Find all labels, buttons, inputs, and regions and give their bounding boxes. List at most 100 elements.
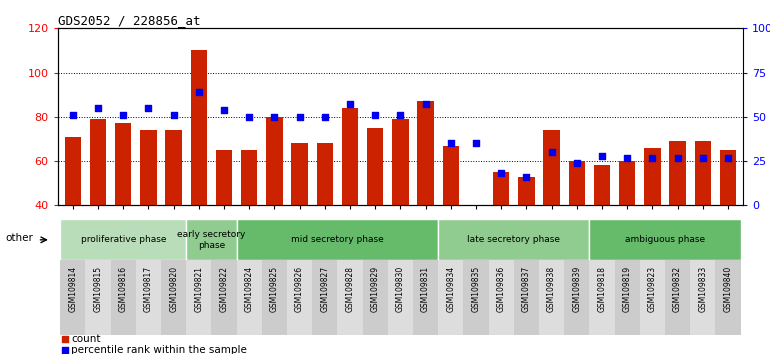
Bar <box>186 219 236 260</box>
Text: GSM109839: GSM109839 <box>572 266 581 312</box>
Point <box>293 114 306 120</box>
Text: GSM109835: GSM109835 <box>471 266 480 312</box>
Bar <box>640 260 665 335</box>
Text: mid secretory phase: mid secretory phase <box>291 235 383 244</box>
Bar <box>191 51 207 205</box>
Point <box>344 102 357 107</box>
Point <box>285 209 297 215</box>
Point <box>671 155 684 160</box>
Bar <box>161 260 186 335</box>
Bar <box>65 137 81 205</box>
Point <box>420 102 432 107</box>
Text: GSM109838: GSM109838 <box>547 266 556 312</box>
Bar <box>665 260 690 335</box>
Text: GSM109834: GSM109834 <box>447 266 455 312</box>
Text: GSM109837: GSM109837 <box>522 266 531 312</box>
Bar <box>262 260 287 335</box>
Bar <box>489 260 514 335</box>
Point <box>545 149 557 155</box>
Text: GSM109820: GSM109820 <box>169 266 178 312</box>
Bar <box>589 219 741 260</box>
Point <box>67 112 79 118</box>
Bar <box>186 260 212 335</box>
Text: GSM109821: GSM109821 <box>194 266 203 312</box>
Text: GSM109828: GSM109828 <box>346 266 354 312</box>
Bar <box>568 161 585 205</box>
Text: GSM109819: GSM109819 <box>623 266 631 312</box>
Bar <box>690 260 715 335</box>
Text: GSM109836: GSM109836 <box>497 266 506 312</box>
Bar <box>287 260 312 335</box>
Point <box>697 155 709 160</box>
Bar <box>443 145 459 205</box>
Bar <box>417 101 434 205</box>
Bar <box>715 260 741 335</box>
Text: GSM109824: GSM109824 <box>245 266 254 312</box>
Point <box>394 112 407 118</box>
Point <box>192 89 205 95</box>
Point <box>470 141 482 146</box>
Point <box>142 105 155 111</box>
Bar <box>438 219 589 260</box>
Bar <box>367 128 383 205</box>
Text: GSM109815: GSM109815 <box>94 266 102 312</box>
Point <box>319 114 331 120</box>
Bar <box>363 260 388 335</box>
Bar <box>644 148 661 205</box>
Point <box>521 174 533 180</box>
Point <box>495 171 507 176</box>
Bar <box>312 260 337 335</box>
Text: count: count <box>72 335 101 344</box>
Text: GSM109826: GSM109826 <box>295 266 304 312</box>
Point <box>596 153 608 159</box>
Text: GSM109833: GSM109833 <box>698 266 707 312</box>
Text: GSM109816: GSM109816 <box>119 266 128 312</box>
Point <box>646 155 658 160</box>
Bar <box>464 260 489 335</box>
Bar <box>337 260 363 335</box>
Bar <box>720 150 736 205</box>
Bar <box>140 130 156 205</box>
Text: percentile rank within the sample: percentile rank within the sample <box>72 345 247 354</box>
Bar <box>514 260 539 335</box>
Text: GSM109814: GSM109814 <box>69 266 77 312</box>
Bar <box>60 219 186 260</box>
Text: GSM109827: GSM109827 <box>320 266 330 312</box>
Bar <box>236 219 438 260</box>
Point <box>268 114 280 120</box>
Text: GSM109822: GSM109822 <box>219 266 229 312</box>
Bar <box>166 130 182 205</box>
Point <box>571 160 583 166</box>
Point <box>721 155 734 160</box>
Bar <box>241 150 257 205</box>
Point <box>218 107 230 113</box>
Text: GSM109818: GSM109818 <box>598 266 607 312</box>
Bar <box>413 260 438 335</box>
Bar <box>316 143 333 205</box>
Point <box>92 105 104 111</box>
Bar <box>695 141 711 205</box>
Text: late secretory phase: late secretory phase <box>467 235 561 244</box>
Text: other: other <box>6 233 34 243</box>
Bar <box>236 260 262 335</box>
Point <box>285 306 297 312</box>
Bar <box>212 260 236 335</box>
Text: GSM109832: GSM109832 <box>673 266 682 312</box>
Bar <box>90 119 106 205</box>
Bar <box>388 260 413 335</box>
Bar <box>216 150 233 205</box>
Point <box>369 112 381 118</box>
Point <box>444 141 457 146</box>
Bar <box>115 124 132 205</box>
Bar <box>564 260 589 335</box>
Bar <box>544 130 560 205</box>
Text: GSM109831: GSM109831 <box>421 266 430 312</box>
Bar <box>266 117 283 205</box>
Bar <box>342 108 358 205</box>
Text: proliferative phase: proliferative phase <box>81 235 166 244</box>
Bar <box>594 166 610 205</box>
Bar <box>85 260 111 335</box>
Point <box>117 112 129 118</box>
Bar <box>669 141 686 205</box>
Text: GSM109817: GSM109817 <box>144 266 153 312</box>
